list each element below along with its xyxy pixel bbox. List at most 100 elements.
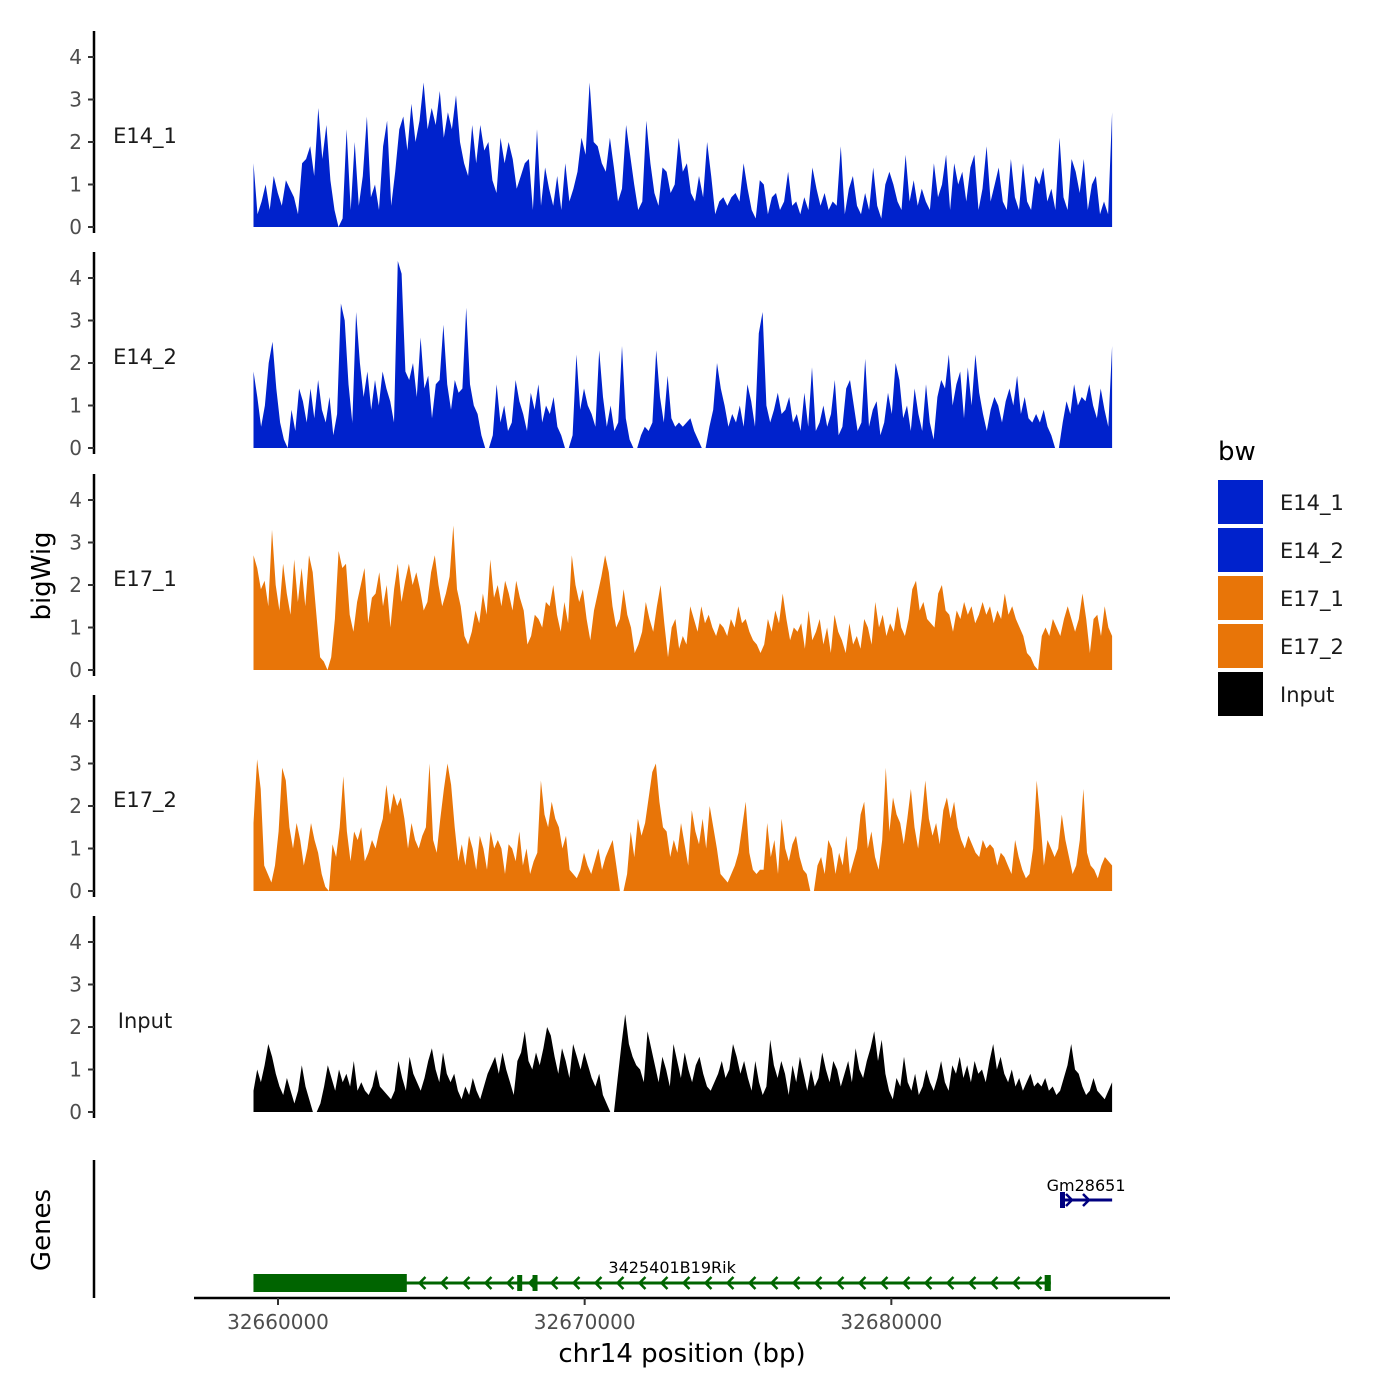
y-tick-label-input-4: 4 (69, 930, 82, 954)
y-tick-label-input-1: 1 (69, 1058, 82, 1082)
area-series-e17-2 (253, 759, 1113, 891)
y-tick-label-e14-1-2: 2 (69, 130, 82, 154)
legend-key-e14-2 (1218, 528, 1263, 572)
strand-arrow-3425401b19rik-10 (483, 1276, 493, 1290)
legend-label-e17-1: E17_1 (1280, 587, 1344, 612)
y-tick-label-e14-1-4: 4 (69, 45, 82, 69)
strand-arrow-3425401b19rik-13 (549, 1276, 559, 1290)
strand-arrow-3425401b19rik-21 (725, 1276, 735, 1290)
strand-arrow-3425401b19rik-20 (703, 1276, 713, 1290)
y-tick-label-e14-1-1: 1 (69, 173, 82, 197)
y-tick-label-e14-2-2: 2 (69, 351, 82, 375)
y-tick-label-e17-1-1: 1 (69, 616, 82, 640)
y-tick-label-e17-1-2: 2 (69, 573, 82, 597)
y-tick-label-e17-1-3: 3 (69, 531, 82, 555)
y-tick-label-e14-1-3: 3 (69, 88, 82, 112)
x-tick-label-0: 32660000 (227, 1310, 329, 1334)
strand-arrow-3425401b19rik-31 (945, 1276, 955, 1290)
track-e17-1: 0 1 2 3 4 E17_1 (69, 474, 1113, 682)
y-tick-label-e17-2-0: 0 (69, 879, 82, 903)
strand-arrow-3425401b19rik-33 (989, 1276, 999, 1290)
strand-arrow-3425401b19rik-30 (923, 1276, 933, 1290)
y-tick-label-e14-2-4: 4 (69, 266, 82, 290)
track-label-input: Input (118, 1009, 172, 1033)
track-label-e14-1: E14_1 (113, 124, 177, 149)
strand-arrow-3425401b19rik-26 (835, 1276, 845, 1290)
track-label-e17-1: E17_1 (113, 567, 177, 592)
legend-key-e17-2 (1218, 624, 1263, 668)
strand-arrow-3425401b19rik-19 (681, 1276, 691, 1290)
y-tick-label-e14-2-1: 1 (69, 394, 82, 418)
strand-arrow-3425401b19rik-7 (417, 1276, 427, 1290)
strand-arrow-3425401b19rik-29 (901, 1276, 911, 1290)
y-tick-label-e17-2-4: 4 (69, 709, 82, 733)
y-tick-label-e17-2-2: 2 (69, 794, 82, 818)
strand-arrow-gm28651-0 (1065, 1193, 1074, 1207)
y-tick-label-input-3: 3 (69, 973, 82, 997)
strand-arrow-3425401b19rik-16 (615, 1276, 625, 1290)
legend-key-e17-1 (1218, 576, 1263, 620)
gene-3425401b19rik: 3425401B19Rik (253, 1258, 1051, 1292)
y-tick-label-e17-2-1: 1 (69, 837, 82, 861)
y-tick-label-e14-2-0: 0 (69, 436, 82, 460)
legend: bw E14_1 E14_2 E17_1 E17_2 Input (1218, 437, 1344, 716)
legend-label-e14-1: E14_1 (1280, 491, 1344, 516)
gene-label-gm28651: Gm28651 (1047, 1176, 1126, 1195)
x-axis: 32660000 32670000 32680000 (194, 1296, 1170, 1334)
y-tick-label-input-0: 0 (69, 1100, 82, 1124)
exon-3425401b19rik-2 (532, 1275, 538, 1291)
y-tick-label-e14-2-3: 3 (69, 309, 82, 333)
strand-arrow-3425401b19rik-17 (637, 1276, 647, 1290)
strand-arrow-3425401b19rik-34 (1011, 1276, 1021, 1290)
legend-key-input (1218, 672, 1263, 716)
y-tick-label-input-2: 2 (69, 1015, 82, 1039)
y-tick-label-e17-1-0: 0 (69, 658, 82, 682)
area-series-input (253, 1014, 1113, 1112)
strand-arrow-3425401b19rik-32 (967, 1276, 977, 1290)
y-axis-title-genes: Genes (27, 1189, 57, 1271)
strand-arrow-gm28651-1 (1082, 1193, 1091, 1207)
exon-3425401b19rik-0 (253, 1274, 407, 1292)
strand-arrow-3425401b19rik-15 (593, 1276, 603, 1290)
legend-label-e14-2: E14_2 (1280, 539, 1344, 564)
strand-arrow-3425401b19rik-14 (571, 1276, 581, 1290)
strand-arrow-3425401b19rik-11 (505, 1276, 515, 1290)
strand-arrow-3425401b19rik-18 (659, 1276, 669, 1290)
area-series-e17-1 (253, 525, 1113, 670)
area-series-e14-2 (253, 261, 1113, 448)
x-axis-title: chr14 position (bp) (558, 1339, 805, 1369)
y-tick-label-e14-1-0: 0 (69, 215, 82, 239)
legend-title: bw (1218, 437, 1256, 467)
track-e17-2: 0 1 2 3 4 E17_2 (69, 695, 1113, 903)
exon-3425401b19rik-1 (517, 1275, 523, 1291)
exon-gm28651-0 (1060, 1192, 1065, 1208)
strand-arrow-3425401b19rik-8 (439, 1276, 449, 1290)
strand-arrow-3425401b19rik-24 (791, 1276, 801, 1290)
y-tick-label-e17-2-3: 3 (69, 752, 82, 776)
gene-label-3425401b19rik: 3425401B19Rik (608, 1258, 736, 1277)
strand-arrow-3425401b19rik-35 (1033, 1276, 1043, 1290)
strand-arrow-3425401b19rik-22 (747, 1276, 757, 1290)
gene-gm28651: Gm28651 (1047, 1176, 1126, 1208)
x-tick-label-2: 32680000 (840, 1310, 942, 1334)
exon-3425401b19rik-3 (1044, 1275, 1051, 1291)
track-e14-1: 0 1 2 3 4 E14_1 (69, 31, 1113, 239)
track-label-e14-2: E14_2 (113, 345, 177, 370)
x-tick-label-1: 32670000 (534, 1310, 636, 1334)
legend-label-input: Input (1280, 683, 1334, 707)
track-e14-2: 0 1 2 3 4 E14_2 (69, 252, 1113, 460)
tracks-layer: 0 1 2 3 4 E14_1 0 1 2 3 4 E14_2 0 1 2 3 4 E17_1 0 1 2 3 4 E17_2… (69, 31, 1113, 1124)
y-tick-label-e17-1-4: 4 (69, 488, 82, 512)
track-label-e17-2: E17_2 (113, 788, 177, 813)
strand-arrow-3425401b19rik-28 (879, 1276, 889, 1290)
strand-arrow-3425401b19rik-9 (461, 1276, 471, 1290)
genes-layer: 3425401B19Rik Gm28651 (92, 1160, 1126, 1298)
strand-arrow-3425401b19rik-23 (769, 1276, 779, 1290)
y-axis-title-bigwig: bigWig (27, 531, 57, 620)
track-input: 0 1 2 3 4 Input (69, 916, 1113, 1124)
legend-label-e17-2: E17_2 (1280, 635, 1344, 660)
strand-arrow-3425401b19rik-25 (813, 1276, 823, 1290)
legend-key-e14-1 (1218, 480, 1263, 524)
area-series-e14-1 (253, 82, 1113, 227)
